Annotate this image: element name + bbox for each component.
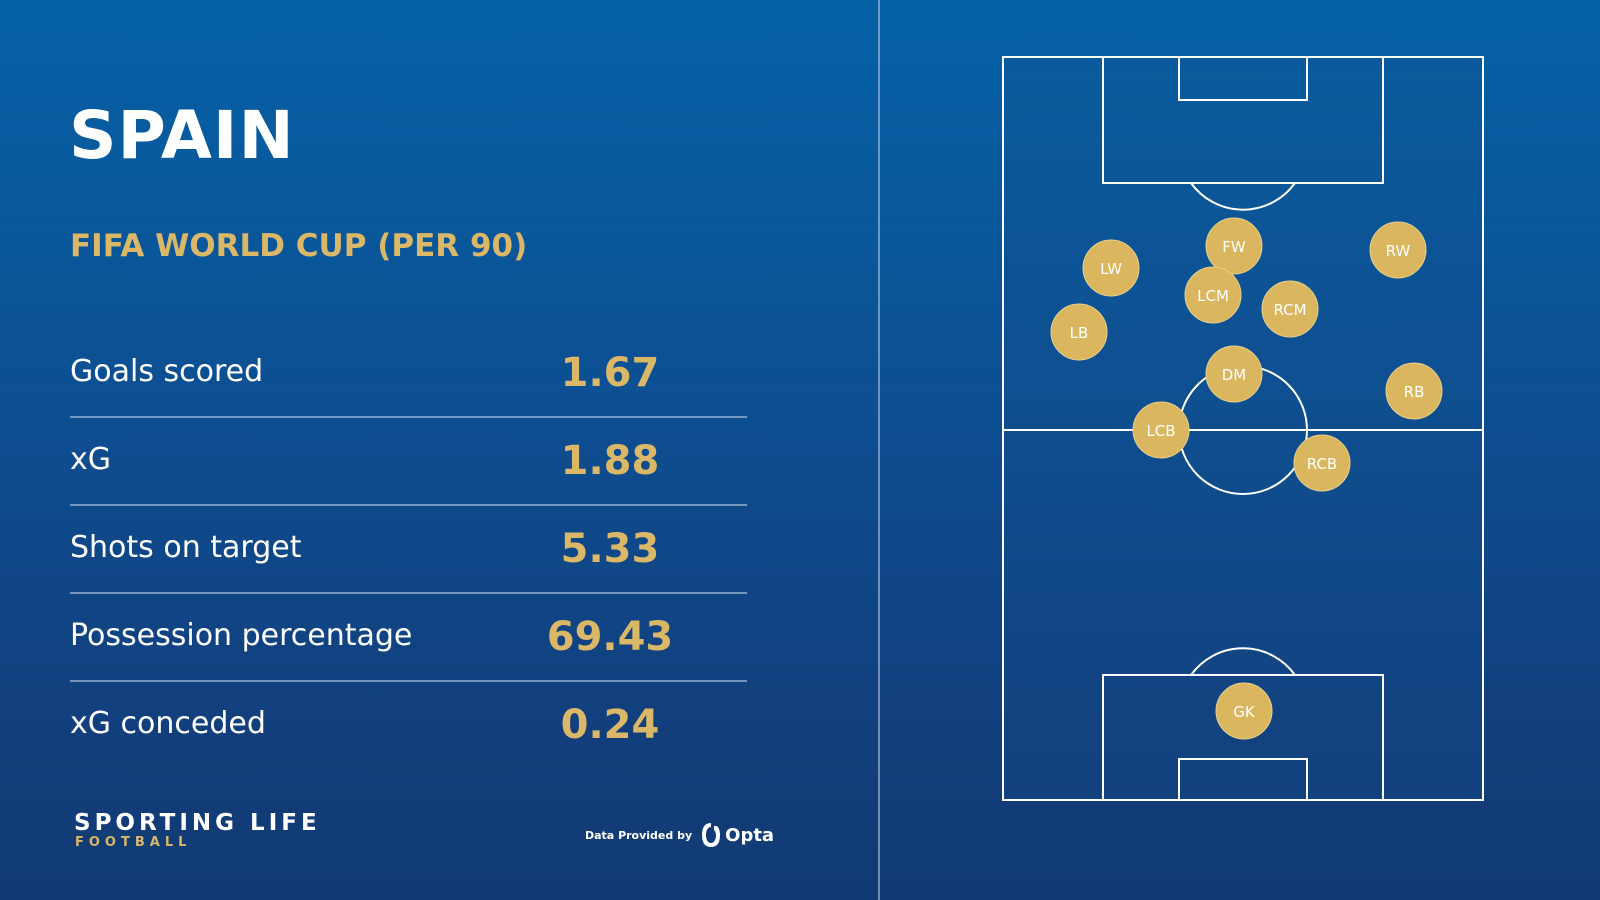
panel-divider bbox=[878, 0, 880, 900]
player-marker-rcb: RCB bbox=[1293, 434, 1351, 492]
player-marker-dm: DM bbox=[1205, 345, 1263, 403]
stat-value: 0.24 bbox=[560, 702, 660, 748]
stat-value: 1.88 bbox=[560, 438, 660, 484]
stat-label: Shots on target bbox=[70, 530, 302, 565]
player-position-label: GK bbox=[1233, 703, 1256, 721]
player-position-label: RCB bbox=[1307, 455, 1337, 473]
top-penalty-arc bbox=[1190, 182, 1296, 211]
player-marker-circle bbox=[1050, 303, 1108, 361]
player-position-label: LCB bbox=[1146, 422, 1175, 440]
data-credit: Data Provided by Opta bbox=[585, 822, 774, 848]
stat-row-possession-percentage: Possession percentage 69.43 bbox=[70, 594, 747, 682]
player-marker-circle bbox=[1132, 401, 1190, 459]
player-marker-fw: FW bbox=[1205, 217, 1263, 275]
player-marker-circle bbox=[1205, 217, 1263, 275]
player-marker-circle bbox=[1215, 682, 1273, 740]
player-marker-circle bbox=[1261, 280, 1319, 338]
sporting-life-logo: SPORTING LIFE FOOTBALL bbox=[74, 810, 321, 850]
team-title: SPAIN bbox=[69, 97, 295, 174]
stat-value: 69.43 bbox=[546, 614, 674, 660]
stats-panel: SPAIN FIFA WORLD CUP (PER 90) Goals scor… bbox=[69, 97, 774, 850]
stat-row-shots-on-target: Shots on target 5.33 bbox=[70, 506, 747, 594]
pitch-surface bbox=[1003, 57, 1483, 800]
top-six-yard-box bbox=[1178, 56, 1308, 101]
player-marker-lcb: LCB bbox=[1132, 401, 1190, 459]
player-position-label: LW bbox=[1100, 260, 1122, 278]
player-marker-circle bbox=[1205, 345, 1263, 403]
stat-value: 5.33 bbox=[560, 526, 660, 572]
stat-row-goals-scored: Goals scored 1.67 bbox=[70, 330, 747, 418]
player-marker-circle bbox=[1184, 266, 1242, 324]
player-marker-lw: LW bbox=[1082, 239, 1140, 297]
player-marker-circle bbox=[1385, 362, 1443, 420]
player-marker-rcm: RCM bbox=[1261, 280, 1319, 338]
stat-value: 1.67 bbox=[560, 350, 660, 396]
player-position-label: RCM bbox=[1273, 301, 1306, 319]
stat-label: xG bbox=[70, 442, 112, 477]
player-position-label: LCM bbox=[1197, 287, 1229, 305]
player-marker-rw: RW bbox=[1369, 221, 1427, 279]
bottom-six-yard-box bbox=[1178, 758, 1308, 801]
credit-text: Data Provided by bbox=[585, 828, 693, 842]
player-position-label: DM bbox=[1222, 366, 1247, 384]
competition-subtitle: FIFA WORLD CUP (PER 90) bbox=[70, 228, 528, 264]
player-position-label: LB bbox=[1070, 324, 1089, 342]
stat-row-xg-conceded: xG conceded 0.24 bbox=[70, 682, 747, 768]
player-markers: FW RW LW LCM RCM LB DM RB LCB RCB GK bbox=[1050, 217, 1443, 740]
player-position-label: RW bbox=[1386, 242, 1411, 260]
stat-row-xg: xG 1.88 bbox=[70, 418, 747, 506]
bottom-penalty-arc bbox=[1190, 647, 1296, 676]
stat-label: Possession percentage bbox=[70, 618, 413, 653]
brand-name: SPORTING LIFE bbox=[74, 810, 321, 836]
stat-label: Goals scored bbox=[70, 354, 264, 389]
opta-logo-icon bbox=[700, 822, 722, 848]
opta-wordmark: Opta bbox=[725, 824, 775, 846]
player-marker-circle bbox=[1369, 221, 1427, 279]
player-position-label: RB bbox=[1404, 383, 1425, 401]
player-position-label: FW bbox=[1222, 238, 1246, 256]
player-marker-rb: RB bbox=[1385, 362, 1443, 420]
brand-subname: FOOTBALL bbox=[75, 835, 192, 850]
stat-label: xG conceded bbox=[70, 706, 266, 741]
player-marker-lcm: LCM bbox=[1184, 266, 1242, 324]
player-marker-circle bbox=[1293, 434, 1351, 492]
stats-table: Goals scored 1.67 xG 1.88 Shots on targe… bbox=[70, 330, 747, 768]
player-marker-gk: GK bbox=[1215, 682, 1273, 740]
player-marker-lb: LB bbox=[1050, 303, 1108, 361]
player-marker-circle bbox=[1082, 239, 1140, 297]
